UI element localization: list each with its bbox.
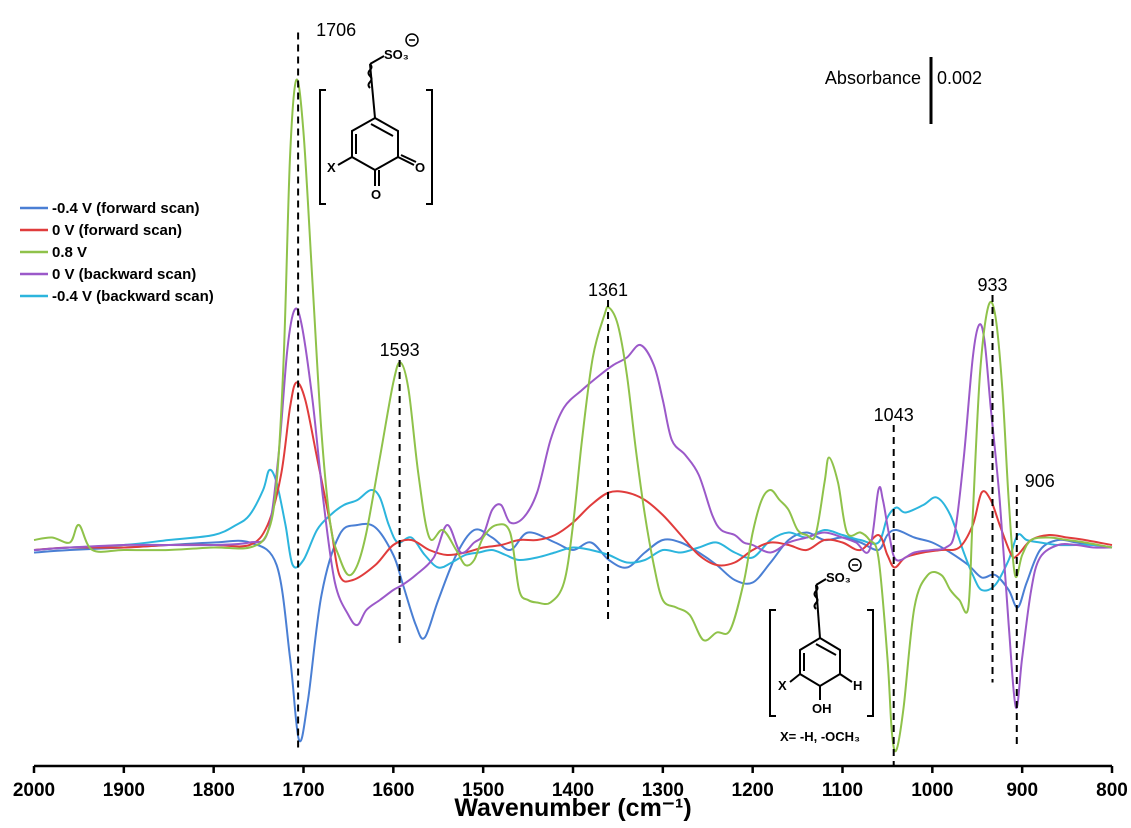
scale-bar-value: 0.002: [937, 68, 982, 88]
peak-label-1043: 1043: [874, 405, 914, 425]
phenol-structure-icon: [769, 578, 874, 717]
x-tick-label: 800: [1096, 780, 1128, 801]
phenol-so3-label: SO₃: [826, 570, 851, 585]
x-tick-label: 1300: [642, 780, 684, 801]
peak-label-906: 906: [1025, 471, 1055, 491]
legend-label-0-v-backward-scan: 0 V (backward scan): [52, 266, 196, 283]
peak-label-933: 933: [977, 275, 1007, 295]
peak-label-1593: 1593: [380, 340, 420, 360]
x-tick-label: 1100: [822, 780, 863, 801]
x-tick-label: 1200: [732, 780, 774, 801]
legend-label-0-4-v-forward-scan: -0.4 V (forward scan): [52, 200, 200, 217]
series-line-0-4-v-backward-scan: [33, 468, 1113, 592]
legend-label-0-8-v: 0.8 V: [52, 244, 87, 261]
quinone-o-bottom-label: O: [371, 187, 381, 202]
x-tick-label: 1400: [552, 780, 594, 801]
x-axis-ticks: 2000 1900 1800 1700 1600 1500 1400 1300 1200 1100…: [13, 766, 1128, 801]
phenol-oh-label: OH: [812, 701, 832, 716]
absorbance-scale-bar: Absorbance 0.002: [825, 57, 982, 124]
phenol-charge-icon: [848, 558, 862, 572]
x-tick-label: 1500: [462, 780, 504, 801]
phenol-caption: X= -H, -OCH₃: [780, 729, 860, 744]
x-tick-label: 1900: [103, 780, 145, 801]
quinone-charge-icon: [405, 33, 419, 47]
x-tick-label: 1000: [911, 780, 953, 801]
legend-label-0-4-v-backward-scan: -0.4 V (backward scan): [52, 288, 214, 305]
legend-label-0-v-forward-scan: 0 V (forward scan): [52, 222, 182, 239]
phenol-h-label: H: [853, 678, 862, 693]
quinone-x-label: X: [327, 160, 336, 175]
quinone-structure-icon: [319, 55, 433, 205]
quinone-o-right-label: O: [415, 160, 425, 175]
phenol-x-label: X: [778, 678, 787, 693]
x-tick-label: 1800: [193, 780, 235, 801]
series-line-0-4-v-forward-scan: [33, 522, 1113, 743]
peak-annotations: 1706 1593 1361 1043 933 906: [297, 20, 1055, 765]
series-layer: [33, 78, 1113, 753]
peak-label-1706: 1706: [316, 20, 356, 40]
scale-bar-label: Absorbance: [825, 68, 921, 88]
peak-label-1361: 1361: [588, 280, 628, 300]
series-line-0-8-v: [33, 78, 1113, 753]
x-axis-title: Wavenumber (cm⁻¹): [454, 794, 691, 822]
x-tick-label: 1700: [282, 780, 324, 801]
series-line-0-v-backward-scan: [33, 307, 1113, 709]
quinone-so3-label: SO₃: [384, 47, 409, 62]
x-tick-label: 1600: [372, 780, 414, 801]
x-tick-label: 2000: [13, 780, 55, 801]
legend: -0.4 V (forward scan) 0 V (forward scan) 0…: [20, 200, 214, 305]
x-tick-label: 900: [1006, 780, 1038, 801]
